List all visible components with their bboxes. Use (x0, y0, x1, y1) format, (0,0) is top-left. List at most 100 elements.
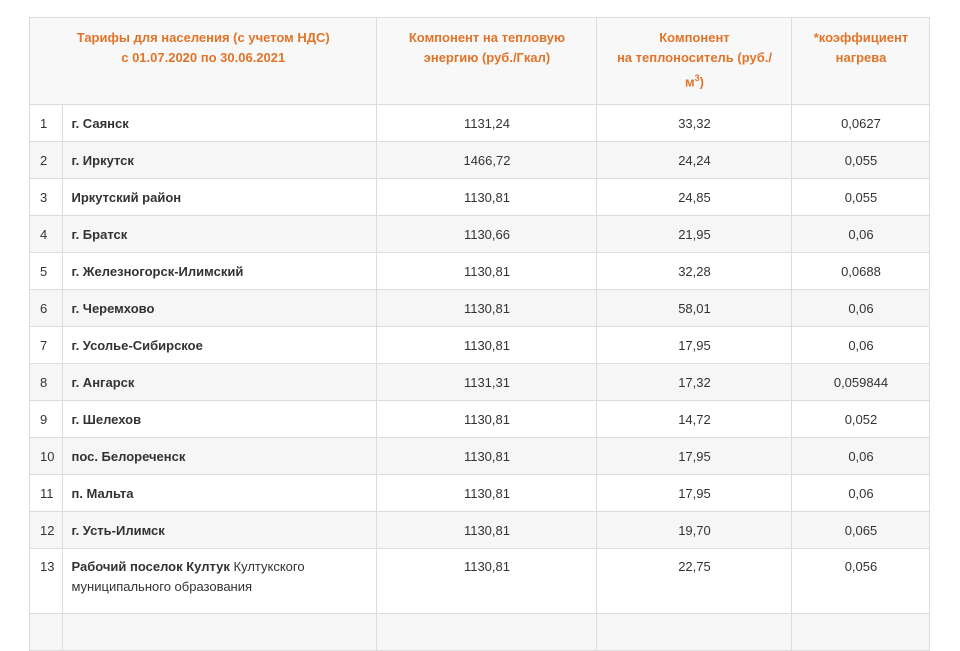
table-row: 10 пос. Белореченск 1130,81 17,95 0,06 (28, 437, 931, 475)
header-cell: Компонент на тепловую энергию (руб./Гкал) (376, 17, 598, 105)
header-text: *коэффициент (813, 30, 909, 45)
row-name: г. Ангарск (62, 363, 378, 401)
table-row: 8 г. Ангарск 1131,31 17,32 0,059844 (28, 363, 931, 401)
value-cell: 0,06 (791, 215, 931, 253)
value-cell: 33,32 (596, 104, 793, 142)
empty-cell (376, 613, 598, 651)
value-cell: 1130,81 (376, 178, 598, 216)
table-row: 3 Иркутский район 1130,81 24,85 0,055 (28, 178, 931, 216)
row-name: г. Братск (62, 215, 378, 253)
value-cell: 0,06 (791, 437, 931, 475)
row-name: пос. Белореченск (62, 437, 378, 475)
row-number: 1 (28, 104, 64, 142)
value-cell: 19,70 (596, 511, 793, 549)
name-text: г. Черемхово (71, 300, 155, 316)
name-text: п. Мальта (71, 485, 134, 501)
value-cell: 0,059844 (791, 363, 931, 401)
value-cell: 0,0688 (791, 252, 931, 290)
row-number: 12 (28, 511, 64, 549)
header-sup: 3 (694, 73, 700, 83)
value-cell: 0,06 (791, 474, 931, 512)
row-number: 11 (28, 474, 64, 512)
table-row: 7 г. Усолье-Сибирское 1130,81 17,95 0,06 (28, 326, 931, 364)
value-cell: 1130,81 (376, 400, 598, 438)
table-row: 1 г. Саянск 1131,24 33,32 0,0627 (28, 104, 931, 142)
header-text: Тарифы для населения (с учетом НДС) (76, 30, 330, 45)
header-text: нагрева (835, 50, 887, 65)
row-name: г. Шелехов (62, 400, 378, 438)
value-cell: 0,056 (791, 548, 931, 614)
row-number: 9 (28, 400, 64, 438)
table-row: 13 Рабочий поселок Култук Култукского мун… (28, 548, 931, 614)
row-number: 13 (28, 548, 64, 614)
table-row: 12 г. Усть-Илимск 1130,81 19,70 0,065 (28, 511, 931, 549)
name-text: г. Иркутск (71, 152, 134, 168)
header-text: энергию (руб./Гкал) (423, 50, 551, 65)
value-cell: 1130,81 (376, 252, 598, 290)
table-body: 1 г. Саянск 1131,24 33,32 0,0627 2 г. Иркутск 1… (28, 104, 931, 651)
table-row: 6 г. Черемхово 1130,81 58,01 0,06 (28, 289, 931, 327)
name-text: пос. Белореченск (71, 448, 186, 464)
value-cell: 17,95 (596, 437, 793, 475)
header-text: на теплоноситель (руб./ (616, 50, 772, 65)
header-row: Тарифы для населения (с учетом НДС) с 01.… (28, 17, 931, 105)
value-cell: 24,24 (596, 141, 793, 179)
value-cell: 1131,31 (376, 363, 598, 401)
row-number: 4 (28, 215, 64, 253)
value-cell: 24,85 (596, 178, 793, 216)
table-row: 2 г. Иркутск 1466,72 24,24 0,055 (28, 141, 931, 179)
name-text: г. Железногорск-Илимский (71, 263, 244, 279)
header-text: Компонент на тепловую (408, 30, 566, 45)
value-cell: 0,052 (791, 400, 931, 438)
name-text: г. Саянск (71, 115, 129, 131)
row-number: 2 (28, 141, 64, 179)
value-cell: 17,95 (596, 326, 793, 364)
table-row: 9 г. Шелехов 1130,81 14,72 0,052 (28, 400, 931, 438)
header-cell: Компонент на теплоноситель (руб./ м3) (596, 17, 793, 105)
header-text: с 01.07.2020 по 30.06.2021 (121, 50, 286, 65)
empty-cell (791, 613, 931, 651)
value-cell: 1131,24 (376, 104, 598, 142)
value-cell: 17,95 (596, 474, 793, 512)
value-cell: 1130,81 (376, 511, 598, 549)
name-text: г. Шелехов (71, 411, 142, 427)
table-row: 4 г. Братск 1130,66 21,95 0,06 (28, 215, 931, 253)
value-cell: 17,32 (596, 363, 793, 401)
name-text: г. Братск (71, 226, 128, 242)
value-cell: 1130,81 (376, 548, 598, 614)
value-cell: 1130,81 (376, 326, 598, 364)
value-cell: 1130,81 (376, 289, 598, 327)
row-name: г. Железногорск-Илимский (62, 252, 378, 290)
value-cell: 0,055 (791, 141, 931, 179)
row-name: г. Усть-Илимск (62, 511, 378, 549)
row-name: г. Черемхово (62, 289, 378, 327)
row-name: Иркутский район (62, 178, 378, 216)
row-number: 10 (28, 437, 64, 475)
value-cell: 58,01 (596, 289, 793, 327)
row-name: Рабочий поселок Култук Култукского муниц… (62, 548, 378, 614)
header-text: ) (699, 74, 704, 90)
table-row: 11 п. Мальта 1130,81 17,95 0,06 (28, 474, 931, 512)
value-cell: 0,065 (791, 511, 931, 549)
table-row (28, 613, 931, 651)
value-cell: 32,28 (596, 252, 793, 290)
row-number: 6 (28, 289, 64, 327)
row-name: г. Саянск (62, 104, 378, 142)
value-cell: 1130,81 (376, 437, 598, 475)
row-name: п. Мальта (62, 474, 378, 512)
name-text: г. Усолье-Сибирское (71, 337, 203, 353)
value-cell: 0,055 (791, 178, 931, 216)
empty-cell (28, 613, 64, 651)
tariff-table: Тарифы для населения (с учетом НДС) с 01.… (28, 17, 931, 651)
name-text: г. Усть-Илимск (71, 522, 165, 538)
name-text: г. Ангарск (71, 374, 135, 390)
empty-cell (62, 613, 378, 651)
value-cell: 14,72 (596, 400, 793, 438)
name-text: Иркутский район (71, 189, 182, 205)
value-cell: 0,0627 (791, 104, 931, 142)
row-number: 3 (28, 178, 64, 216)
row-name: г. Иркутск (62, 141, 378, 179)
value-cell: 1130,66 (376, 215, 598, 253)
row-number: 7 (28, 326, 64, 364)
page: Тарифы для населения (с учетом НДС) с 01.… (28, 17, 931, 651)
